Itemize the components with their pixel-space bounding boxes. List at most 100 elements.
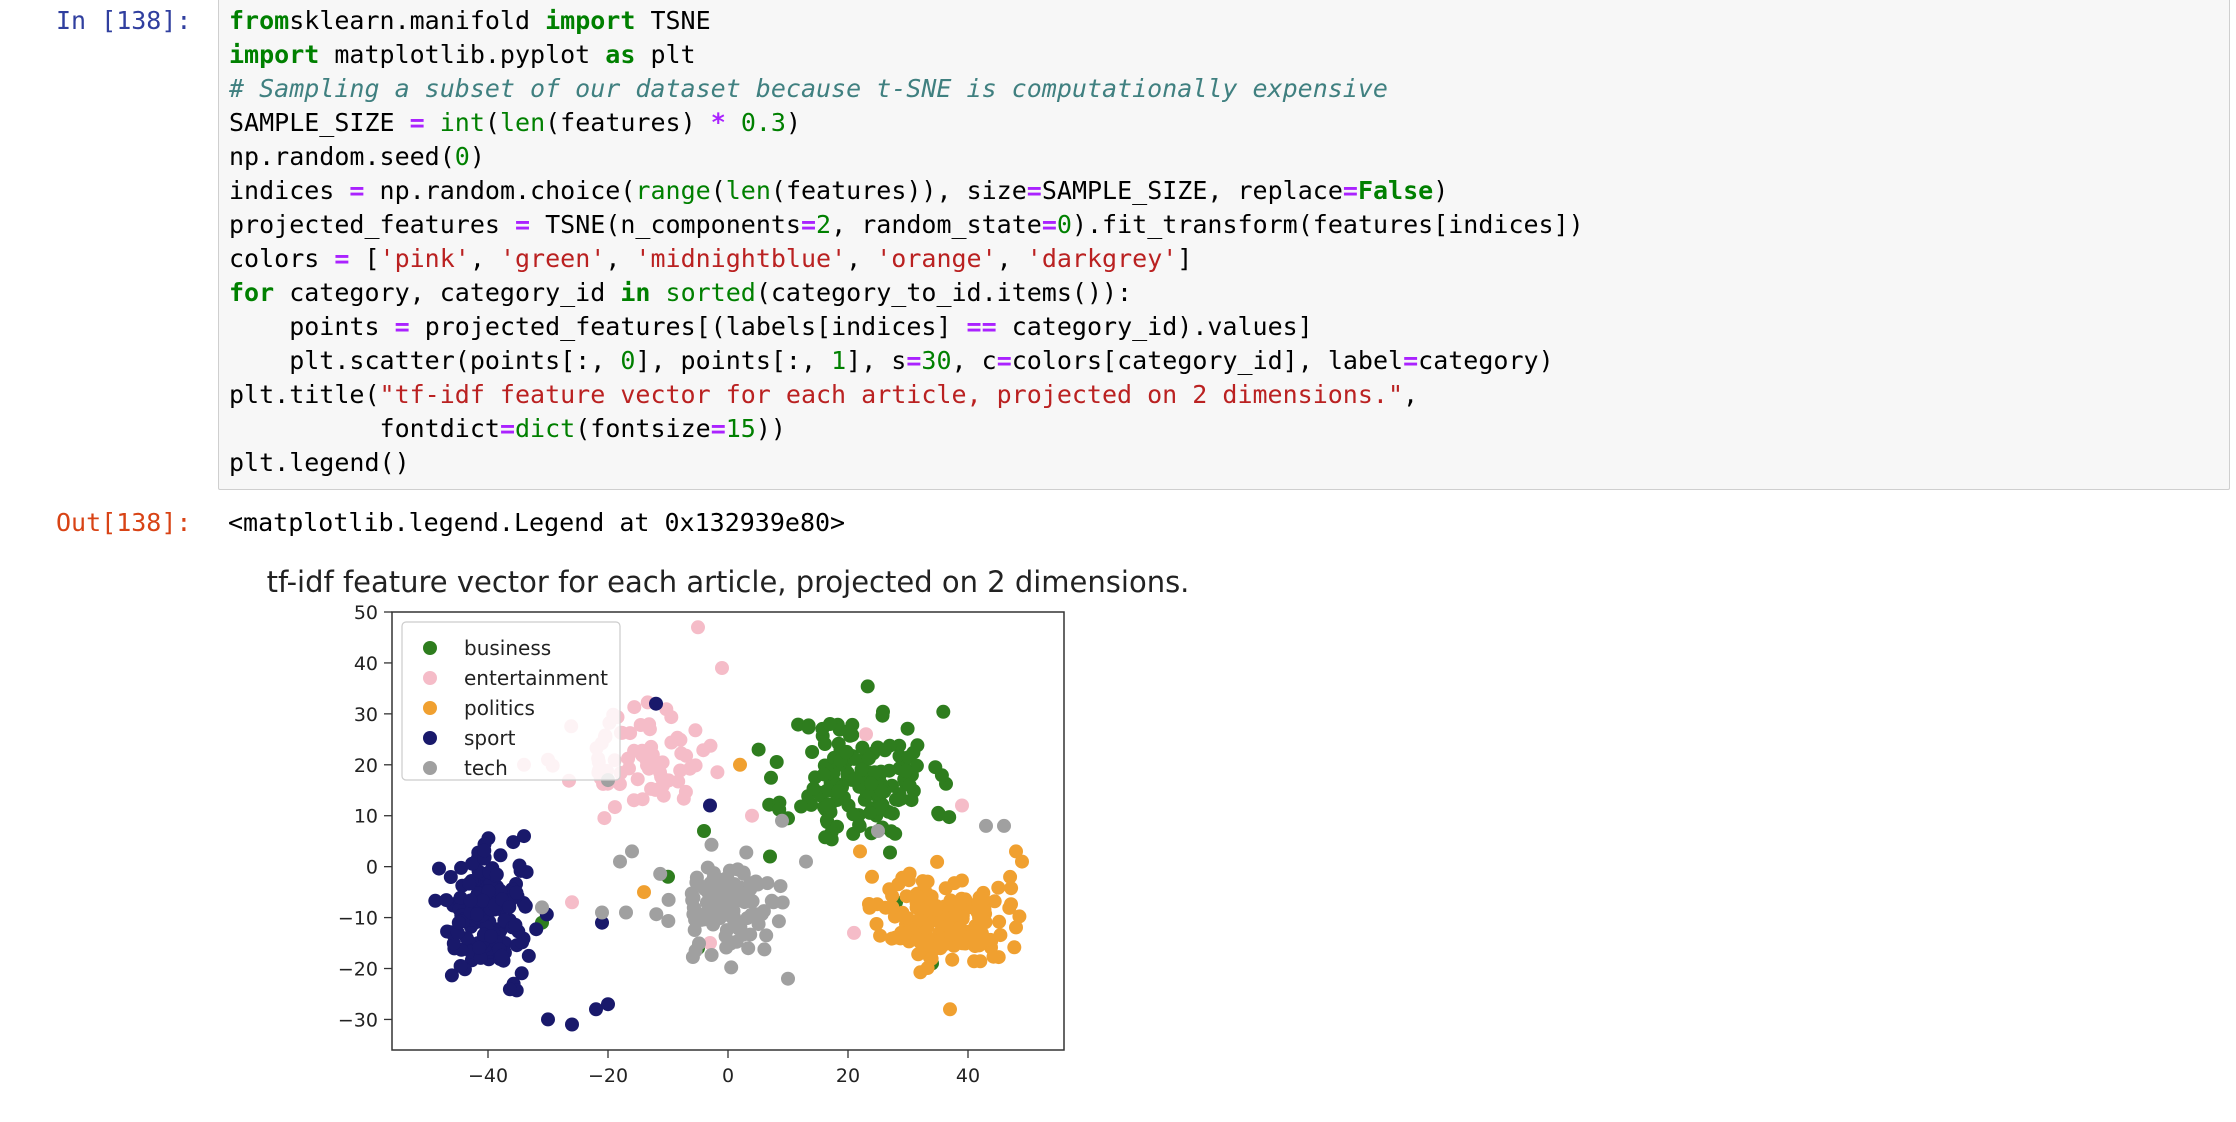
y-tick-label: −20 xyxy=(338,959,378,981)
scatter-point-tech xyxy=(689,870,704,885)
code-token: = xyxy=(1403,346,1419,375)
scatter-point-sport xyxy=(506,835,521,850)
scatter-point-tech xyxy=(997,818,1011,833)
scatter-point-tech xyxy=(713,888,728,903)
scatter-point-tech xyxy=(744,907,759,922)
code-token: len xyxy=(725,176,771,205)
x-tick-label: 40 xyxy=(956,1065,980,1087)
scatter-point-politics xyxy=(1015,854,1029,869)
scatter-point-tech xyxy=(739,845,754,860)
scatter-point-sport xyxy=(589,1002,603,1017)
chart-title: tf-idf feature vector for each article, … xyxy=(267,566,1190,599)
y-tick-label: 50 xyxy=(354,602,378,624)
scatter-point-tech xyxy=(707,898,722,913)
code-token: "tf-idf feature vector for each article,… xyxy=(379,380,1404,409)
code-line: points = projected_features[(labels[indi… xyxy=(229,310,1584,344)
scatter-point-politics xyxy=(865,869,879,884)
scatter-point-business xyxy=(846,807,861,822)
scatter-point-sport xyxy=(518,898,533,913)
code-editor[interactable]: fromsklearn.manifold import TSNE import m… xyxy=(229,4,1584,480)
y-tick-label: 0 xyxy=(366,857,378,879)
scatter-point-business xyxy=(860,679,875,694)
scatter-point-sport xyxy=(472,940,487,955)
code-token: [ xyxy=(349,244,380,273)
scatter-point-politics xyxy=(987,894,1002,909)
scatter-point-sport xyxy=(521,948,536,963)
scatter-point-business xyxy=(794,799,809,814)
scatter-point-tech xyxy=(722,902,737,917)
scatter-point-business xyxy=(839,745,854,760)
scatter-points xyxy=(428,620,1029,1032)
scatter-point-politics xyxy=(1004,881,1019,896)
scatter-point-business xyxy=(764,770,778,785)
scatter-point-business xyxy=(894,791,909,806)
scatter-point-entertainment xyxy=(612,777,627,792)
scatter-point-sport xyxy=(432,861,446,876)
scatter-point-politics xyxy=(1004,897,1018,912)
scatter-point-business xyxy=(909,758,924,773)
code-token: projected_features xyxy=(229,210,515,239)
code-token: , xyxy=(605,244,636,273)
scatter-point-entertainment xyxy=(607,800,622,815)
scatter-point-tech xyxy=(687,923,702,937)
code-token: = xyxy=(710,414,726,443)
scatter-point-tech xyxy=(692,936,706,951)
code-token: = xyxy=(800,210,817,239)
scatter-point-sport xyxy=(465,856,480,871)
code-line: # Sampling a subset of our dataset becau… xyxy=(229,72,1584,106)
code-token: matplotlib.pyplot xyxy=(319,40,606,69)
scatter-point-tech xyxy=(686,890,701,905)
scatter-point-politics xyxy=(976,892,991,907)
code-token: = xyxy=(349,176,365,205)
scatter-point-entertainment xyxy=(597,811,612,826)
code-token: ) xyxy=(1433,176,1449,205)
scatter-point-sport xyxy=(514,966,529,981)
scatter-point-tech xyxy=(736,866,751,881)
scatter-point-sport xyxy=(494,948,509,963)
code-line: indices = np.random.choice(range(len(fea… xyxy=(229,174,1584,208)
scatter-point-tech xyxy=(686,900,701,915)
code-token: import xyxy=(545,6,636,35)
x-tick-label: −40 xyxy=(468,1065,508,1087)
code-cell[interactable]: fromsklearn.manifold import TSNE import m… xyxy=(218,0,2230,490)
scatter-point-entertainment xyxy=(630,772,645,787)
scatter-point-politics xyxy=(1009,920,1023,935)
scatter-point-sport xyxy=(484,929,498,944)
scatter-point-business xyxy=(806,781,821,796)
scatter-point-business xyxy=(772,802,787,817)
scatter-point-business xyxy=(816,767,831,782)
scatter-point-politics xyxy=(924,951,939,966)
legend-label-business: business xyxy=(464,636,551,660)
scatter-point-business xyxy=(805,745,820,759)
scatter-point-politics xyxy=(938,881,953,896)
scatter-point-business xyxy=(751,742,766,757)
code-token: = xyxy=(996,346,1012,375)
code-token: , xyxy=(1403,380,1419,409)
scatter-point-politics xyxy=(943,1002,957,1017)
scatter-point-politics xyxy=(974,911,989,926)
code-token: , xyxy=(469,244,500,273)
code-token: False xyxy=(1357,176,1434,205)
code-token: ] xyxy=(1177,244,1193,273)
y-tick-label: 20 xyxy=(354,755,378,777)
scatter-point-tech xyxy=(704,948,719,962)
scatter-point-politics xyxy=(1007,940,1022,955)
code-token: = xyxy=(1041,210,1057,239)
output-prompt: Out[138]: xyxy=(56,508,192,537)
scatter-point-politics xyxy=(1012,909,1027,924)
scatter-point-sport xyxy=(489,867,504,882)
scatter-point-business xyxy=(882,763,897,778)
legend-marker-entertainment xyxy=(423,671,437,685)
code-token: import xyxy=(229,40,320,69)
scatter-point-sport xyxy=(649,696,663,711)
scatter-point-sport xyxy=(477,843,492,858)
scatter-point-tech xyxy=(661,914,676,928)
scatter-point-sport xyxy=(450,925,465,940)
code-token: ) xyxy=(785,108,802,137)
scatter-point-tech xyxy=(979,818,993,833)
scatter-point-sport xyxy=(515,935,530,950)
code-token: 'orange' xyxy=(876,244,997,273)
code-token: , xyxy=(996,244,1027,273)
code-line: np.random.seed(0) xyxy=(229,140,1584,174)
code-token: category_id).values] xyxy=(996,312,1313,341)
